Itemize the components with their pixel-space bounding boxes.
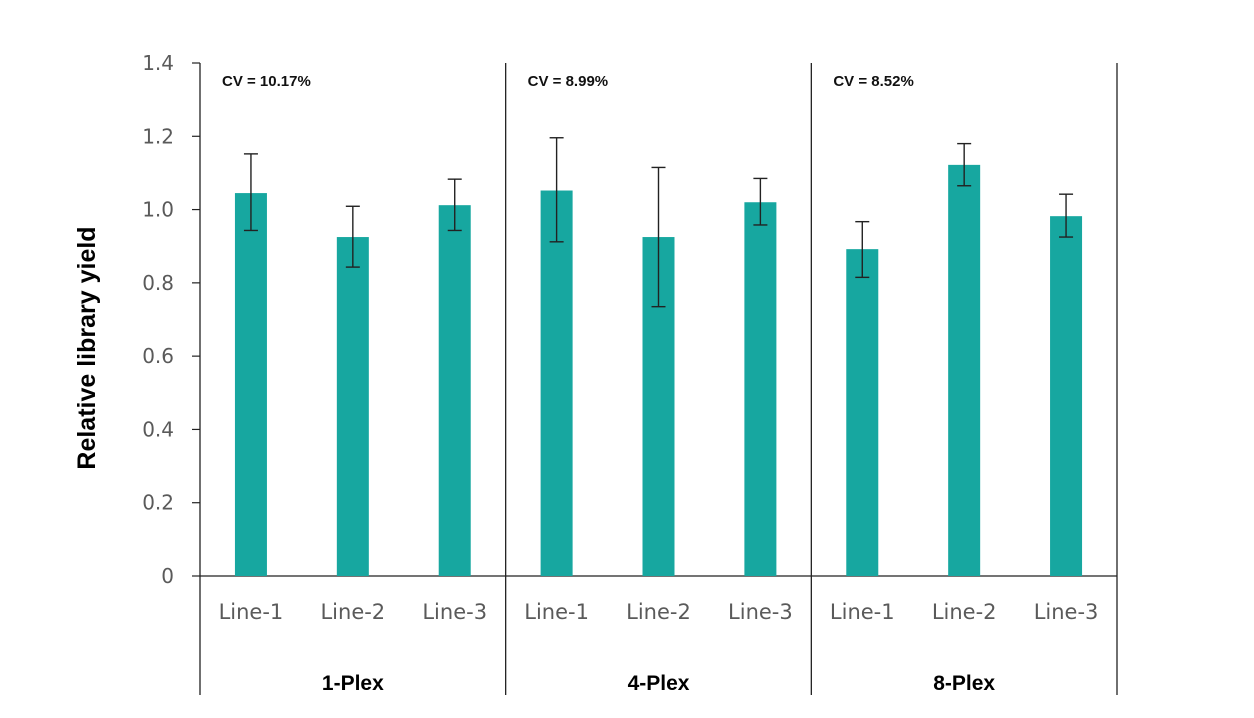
bar [846,249,879,576]
bar [438,205,471,576]
bar [540,190,573,576]
bar [1050,216,1083,576]
group-label: 8-Plex [933,672,995,695]
category-label: Line-3 [728,600,793,624]
y-tick-label: 0.8 [142,271,174,295]
cv-label: CV = 10.17% [222,73,311,90]
category-label: Line-2 [320,600,385,624]
cv-label: CV = 8.99% [528,73,608,90]
category-label: Line-2 [932,600,997,624]
group-label: 4-Plex [628,672,690,695]
y-tick-label: 0.6 [142,344,174,368]
y-tick-label: 1.4 [142,51,174,75]
category-label: Line-2 [626,600,691,624]
bar-group: CV = 8.99% Line-1 Line-2 Line-3 4-Plex [524,73,792,695]
category-label: Line-1 [830,600,895,624]
bar-group: CV = 10.17% Line-1 Line-2 Line-3 1-Plex [219,73,487,695]
y-axis-ticks: 0 0.2 0.4 0.6 0.8 1.0 1.2 1.4 [142,51,200,588]
category-label: Line-1 [219,600,284,624]
bar [336,237,369,576]
y-tick-label: 0 [161,564,174,588]
category-label: Line-3 [1034,600,1099,624]
y-tick-label: 0.4 [142,417,174,441]
y-tick-label: 1.0 [142,198,174,222]
y-axis-label: Relative library yield [73,226,101,469]
y-tick-label: 0.2 [142,491,174,515]
bar [744,202,777,576]
cv-label: CV = 8.52% [833,73,913,90]
bar [948,164,981,577]
category-label: Line-1 [524,600,589,624]
category-label: Line-3 [422,600,487,624]
bar-group: CV = 8.52% Line-1 Line-2 Line-3 8-Plex [830,73,1098,695]
group-label: 1-Plex [322,672,384,695]
y-tick-label: 1.2 [142,124,174,148]
bar [234,193,267,576]
